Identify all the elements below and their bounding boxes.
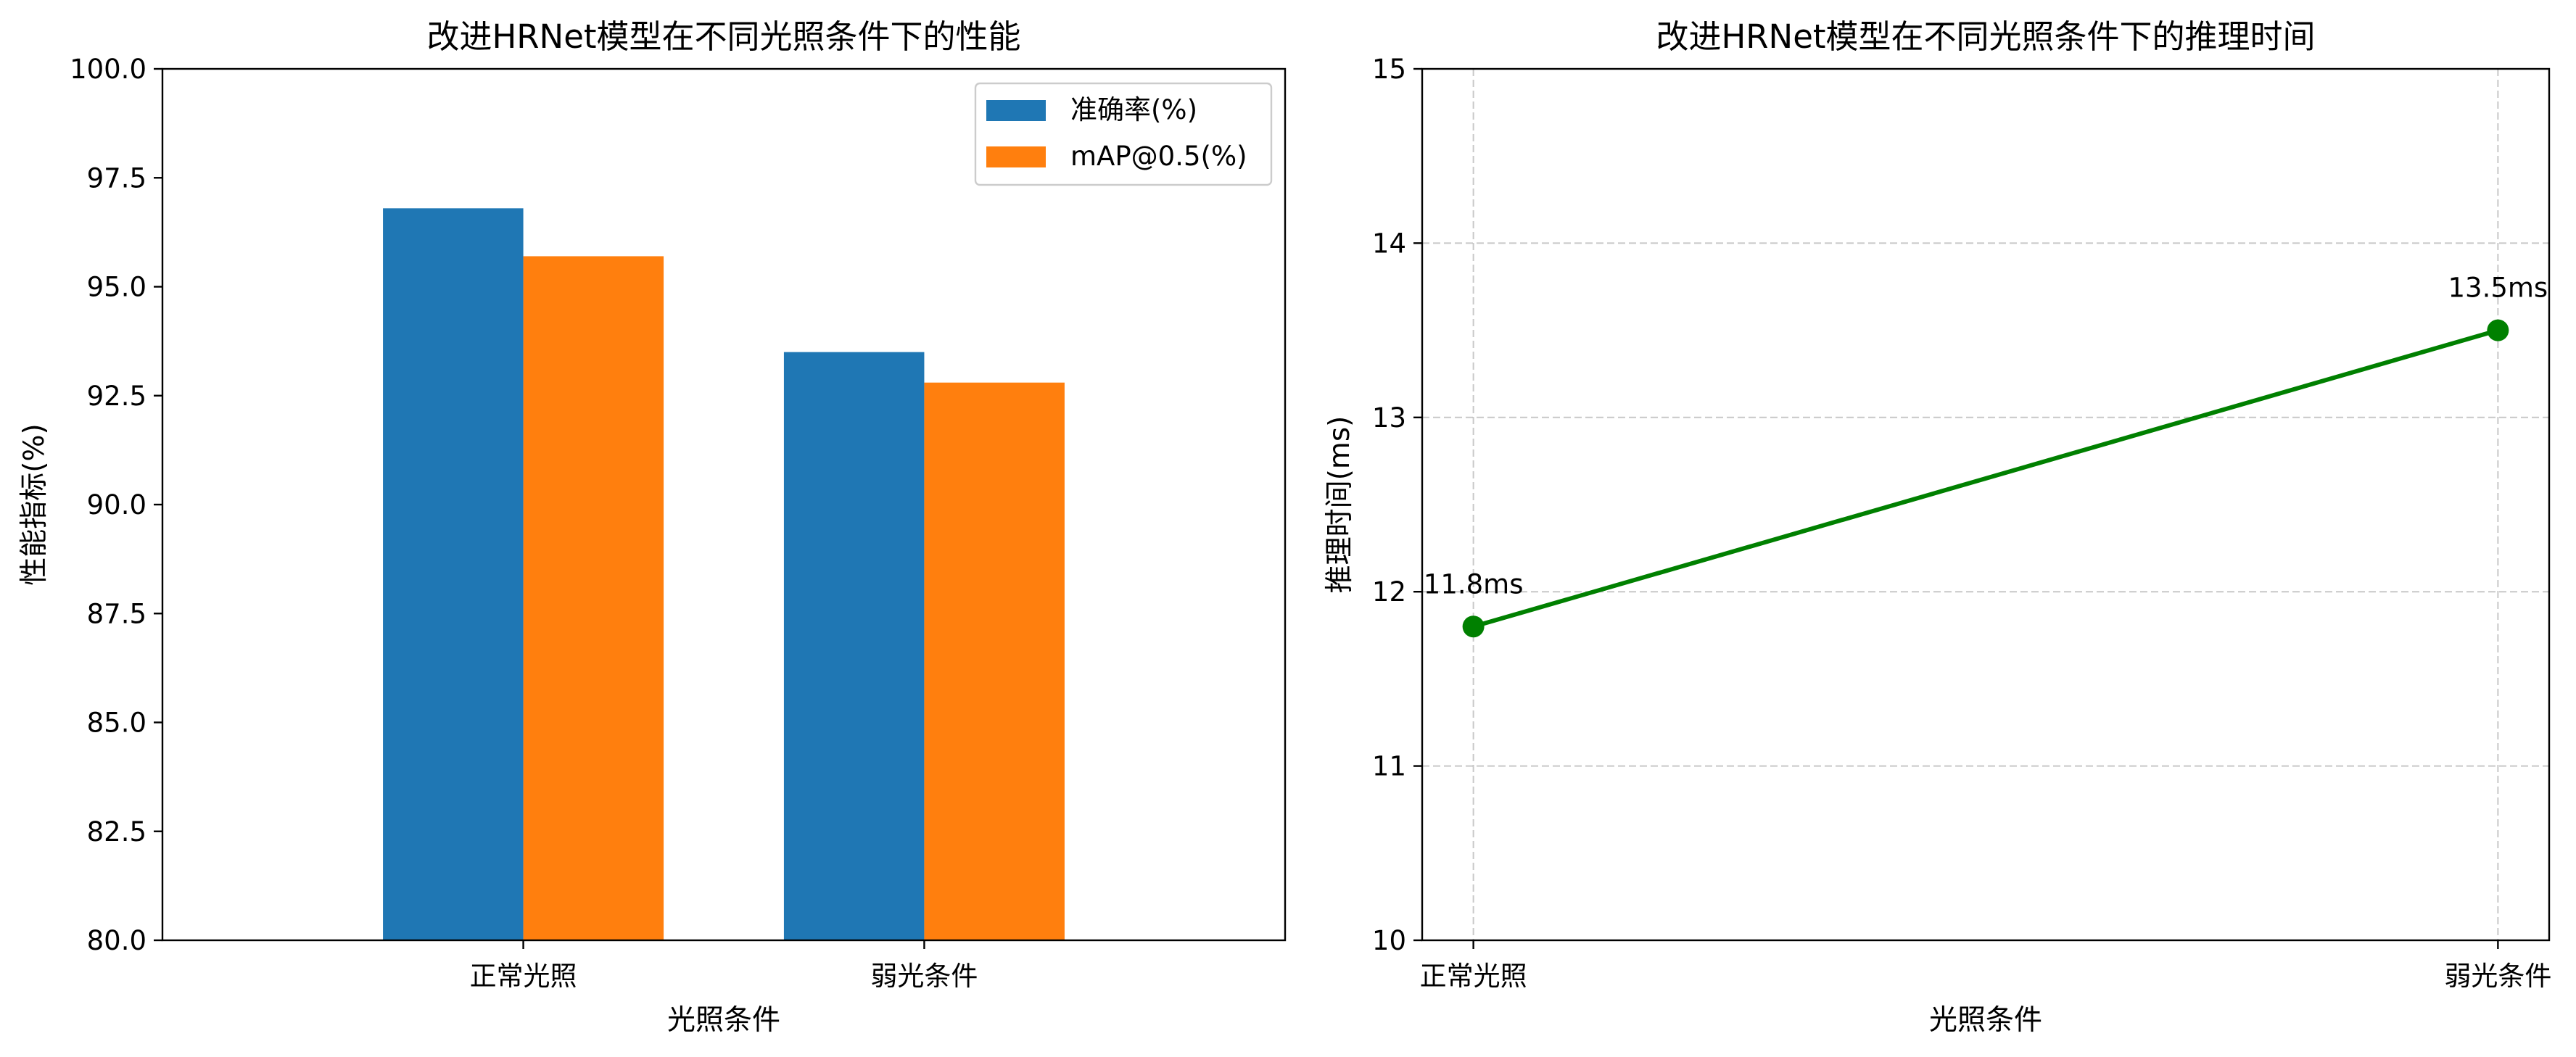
- bar-chart-plot-frame: [161, 67, 1287, 942]
- bar-y-tick-label: 87.5: [87, 598, 146, 629]
- line-chart-series: 11.8ms 13.5ms: [1424, 273, 2548, 638]
- inference-time-line: [1471, 328, 2501, 629]
- line-chart-x-axis-label: 光照条件: [1929, 1004, 2042, 1037]
- bar-chart-y-axis-label: 性能指标(%): [18, 423, 51, 586]
- line-x-tick-label: 正常光照: [1420, 961, 1527, 992]
- line-x-tick-label: 弱光条件: [2444, 961, 2551, 992]
- line-y-tick-label: 15: [1372, 54, 1406, 85]
- bar-y-tick-label: 100.0: [70, 54, 146, 85]
- bar-chart-y-axis: 80.0 82.5 85.0 87.5 90.0 92.5 95.0 97.5 100.0: [70, 54, 162, 956]
- bar-x-tick-label: 弱光条件: [870, 961, 978, 992]
- inference-time-label-0: 11.8ms: [1424, 568, 1524, 600]
- bar-y-tick-label: 82.5: [87, 816, 146, 847]
- bar-y-tick-label: 95.0: [87, 272, 146, 303]
- bar-map-0: [523, 256, 664, 940]
- line-chart-y-axis: 10 11 12 13 14 15: [1372, 54, 1422, 956]
- bar-accuracy-0: [383, 208, 524, 940]
- bar-x-tick-label: 正常光照: [470, 961, 577, 992]
- line-y-tick-label: 14: [1372, 228, 1406, 259]
- legend-label-map: mAP@0.5(%): [1070, 141, 1247, 172]
- bar-y-tick-label: 92.5: [87, 381, 146, 412]
- bar-chart-bars: [383, 208, 1065, 940]
- line-chart-plot-frame: [1421, 67, 2551, 942]
- legend-swatch-map: [986, 146, 1046, 167]
- line-y-tick-label: 12: [1372, 576, 1406, 608]
- inference-time-point-1: [2487, 319, 2509, 341]
- line-chart-y-axis-label: 推理时间(ms): [1324, 416, 1356, 594]
- legend-frame: [974, 82, 1273, 186]
- line-chart-panel: 改进HRNet模型在不同光照条件下的推理时间 10 11 12 13 14 15 正常光照…: [1324, 17, 2551, 1037]
- bar-chart-panel: 改进HRNet模型在不同光照条件下的性能 80.0 82.5 85.0 87.5 90.…: [18, 17, 1287, 1037]
- bar-chart-x-axis: 正常光照 弱光条件: [470, 940, 978, 992]
- bar-accuracy-1: [783, 352, 925, 940]
- bar-y-tick-label: 85.0: [87, 708, 146, 739]
- inference-time-point-0: [1462, 615, 1485, 638]
- line-chart-x-axis: 正常光照 弱光条件: [1420, 940, 2551, 992]
- line-chart-title: 改进HRNet模型在不同光照条件下的推理时间: [1656, 17, 2315, 56]
- bar-chart-x-axis-label: 光照条件: [667, 1004, 780, 1037]
- line-y-tick-label: 13: [1372, 402, 1406, 434]
- bar-y-tick-label: 90.0: [87, 489, 146, 521]
- bar-chart-title: 改进HRNet模型在不同光照条件下的性能: [426, 17, 1020, 56]
- legend-swatch-accuracy: [986, 100, 1046, 121]
- bar-map-1: [924, 382, 1065, 940]
- legend-label-accuracy: 准确率(%): [1070, 94, 1197, 125]
- inference-time-label-1: 13.5ms: [2448, 273, 2548, 304]
- bar-chart-legend: 准确率(%) mAP@0.5(%): [974, 82, 1273, 186]
- bar-y-tick-label: 80.0: [87, 925, 146, 956]
- line-y-tick-label: 11: [1372, 751, 1406, 782]
- bar-y-tick-label: 97.5: [87, 162, 146, 194]
- line-y-tick-label: 10: [1372, 925, 1406, 956]
